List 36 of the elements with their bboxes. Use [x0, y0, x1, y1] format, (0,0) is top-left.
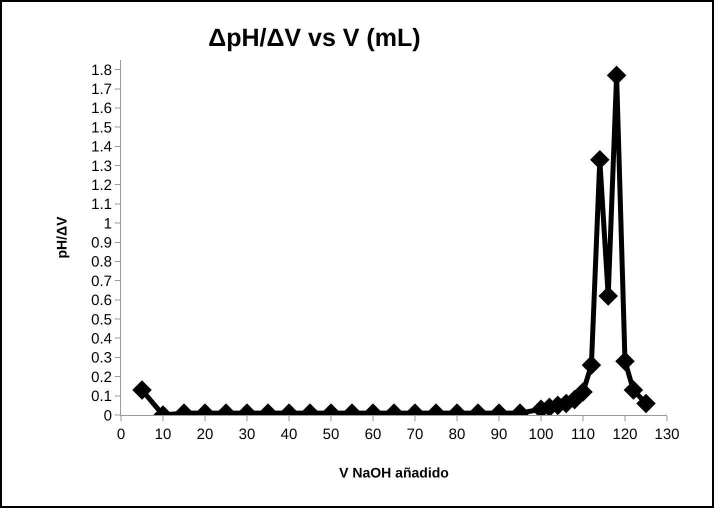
x-tick-label: 110: [571, 426, 595, 443]
y-tick-label: 1.8: [91, 62, 112, 79]
y-tick-label: 1.3: [91, 158, 112, 175]
x-tick-label: 0: [116, 426, 126, 443]
x-tick-label: 90: [490, 426, 508, 443]
y-tick-label: 0.8: [91, 254, 112, 271]
y-tick-label: 1.1: [91, 196, 112, 214]
y-tick-label: 0.6: [91, 292, 112, 310]
x-tick-label: 40: [280, 426, 298, 443]
x-tick-label: 130: [654, 426, 680, 443]
y-tick-label: 0.2: [91, 368, 112, 386]
x-tick-label: 120: [612, 426, 638, 443]
x-tick-label: 60: [364, 426, 382, 443]
y-tick-label: 0.1: [91, 388, 112, 406]
x-axis-title: V NaOH añadido: [339, 464, 449, 480]
x-tick-label: 20: [196, 426, 214, 443]
x-tick-label: 30: [238, 426, 256, 443]
y-tick-label: 1.5: [91, 119, 112, 136]
y-tick-label: 0.5: [91, 311, 112, 328]
y-tick-label: 0.9: [91, 234, 112, 252]
chart-title: ΔpH/ΔV vs V (mL): [208, 24, 421, 52]
y-tick-label: 0.3: [91, 350, 112, 367]
y-tick-label: 1.4: [91, 138, 112, 156]
y-tick-label: 0.7: [91, 272, 112, 290]
x-tick-label: 10: [154, 426, 172, 443]
x-tick-label: 70: [406, 426, 424, 443]
y-axis-title: pH/ΔV: [54, 216, 70, 258]
x-tick-label: 100: [528, 426, 554, 443]
y-tick-label: 1.6: [91, 100, 112, 118]
y-tick-label: 1: [104, 215, 112, 232]
y-tick-label: 1.7: [91, 81, 112, 98]
y-tick-label: 0: [104, 407, 112, 424]
y-tick-label: 1.2: [91, 176, 112, 194]
y-tick-label: 0.4: [91, 330, 112, 348]
x-tick-label: 50: [322, 426, 340, 443]
x-tick-label: 80: [448, 426, 466, 443]
